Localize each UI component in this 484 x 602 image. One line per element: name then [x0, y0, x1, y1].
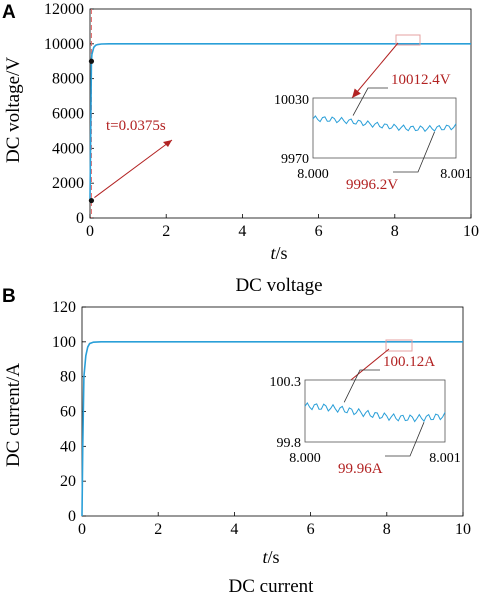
- inset-y-min-label-a: 9970: [281, 152, 309, 167]
- inset-max-label-b: 100.12A: [383, 354, 435, 370]
- x-tick-label-b: 8: [383, 521, 391, 538]
- zoom-arrowhead-a: [352, 88, 361, 98]
- svg-text:t/s: t/s: [270, 243, 287, 263]
- y-tick-label-b: 80: [60, 369, 76, 386]
- inset-max-leader-a: [352, 87, 388, 116]
- inset-min-label-a: 9996.2V: [346, 177, 398, 193]
- time-annotation-label-a: t=0.0375s: [106, 118, 166, 134]
- inset-y-max-label-a: 10030: [274, 93, 309, 108]
- zoom-region-box-a: [395, 34, 421, 46]
- y-axis-label-b: DC current/A: [3, 363, 24, 467]
- y-tick-label-a: 8000: [52, 71, 84, 88]
- x-tick-label-a: 6: [315, 223, 323, 240]
- y-tick-label-a: 10000: [44, 36, 84, 53]
- series-line-b: [81, 341, 463, 517]
- inset-max-leader-b: [343, 369, 380, 403]
- caption-b: DC current: [229, 576, 315, 597]
- inset-x-start-label-b: 8.000: [289, 451, 321, 466]
- x-tick-label-a: 2: [162, 223, 170, 240]
- marked-point-a: [88, 197, 95, 204]
- y-axis-label-a: DC voltage/V: [3, 57, 24, 163]
- x-tick-label-a: 4: [238, 223, 246, 240]
- x-tick-label-b: 10: [455, 521, 471, 538]
- y-tick-label-b: 60: [60, 404, 76, 421]
- x-tick-label-b: 4: [230, 521, 238, 538]
- panel-label-b: B: [2, 286, 16, 307]
- inset-min-leader-a: [393, 131, 435, 173]
- caption-a: DC voltage: [235, 275, 322, 296]
- x-axis-label-a-unit: /s: [276, 243, 288, 263]
- inset-frame-b: [304, 379, 446, 443]
- inset-min-leader-b: [385, 422, 425, 457]
- zoom-arrow-a: [351, 42, 399, 99]
- time-annotation-arrowhead-a: [163, 140, 172, 147]
- marked-point-a: [88, 58, 95, 64]
- x-axis-label-b-unit: /s: [268, 547, 280, 567]
- inset-y-min-label-b: 99.8: [277, 436, 302, 451]
- x-axis-label-a-var: t: [270, 243, 276, 263]
- zoom-region-box-b: [385, 339, 413, 352]
- y-tick-label-a: 6000: [52, 106, 84, 123]
- inset-x-end-label-b: 8.001: [429, 451, 461, 466]
- y-tick-label-b: 120: [52, 299, 76, 316]
- inset-min-label-b: 99.96A: [338, 461, 383, 477]
- inset-x-end-label-a: 8.001: [440, 167, 472, 182]
- x-tick-label-b: 2: [154, 521, 162, 538]
- x-tick-label-a: 8: [391, 223, 399, 240]
- inset-max-label-a: 10012.4V: [391, 72, 451, 88]
- chart-a: A DC voltage/V t/s DC voltage 0 2 4 6 8 10 0 20…: [2, 1, 479, 296]
- inset-series-a: [312, 115, 457, 133]
- y-tick-label-a: 0: [76, 210, 84, 227]
- svg-text:t/s: t/s: [262, 547, 279, 567]
- y-tick-label-a: 12000: [44, 1, 84, 18]
- y-tick-label-a: 4000: [52, 140, 84, 157]
- time-annotation-arrow-a: [94, 139, 173, 198]
- inset-series-b: [304, 401, 446, 423]
- y-tick-label-b: 0: [68, 508, 76, 525]
- panel-label-a: A: [2, 2, 16, 23]
- x-axis-label-a: t/s: [270, 243, 287, 263]
- x-tick-label-a: 0: [86, 223, 94, 240]
- y-tick-label-b: 100: [52, 334, 76, 351]
- inset-frame-a: [312, 97, 457, 159]
- y-tick-label-b: 20: [60, 473, 76, 490]
- inset-y-max-label-b: 100.3: [270, 375, 302, 390]
- x-axis-label-b-var: t: [262, 547, 268, 567]
- x-tick-label-a: 10: [463, 223, 479, 240]
- series-line-a: [89, 43, 471, 201]
- x-tick-label-b: 0: [78, 521, 86, 538]
- y-tick-label-b: 40: [60, 438, 76, 455]
- chart-b: B DC current/A t/s DC current 0 2 4 6 8 10020…: [2, 286, 471, 597]
- x-axis-label-b: t/s: [262, 547, 279, 567]
- x-tick-label-b: 6: [307, 521, 315, 538]
- inset-x-start-label-a: 8.000: [297, 167, 329, 182]
- plot-area-a: 0 2 4 6 8 10 0 2000 4000 6000 8000 10000 12000 t=0.03…: [44, 1, 479, 240]
- y-tick-label-a: 2000: [52, 175, 84, 192]
